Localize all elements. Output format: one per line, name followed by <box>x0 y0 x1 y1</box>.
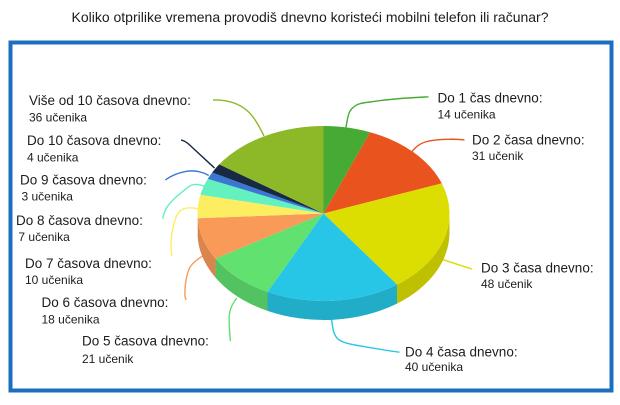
svg-text:Do 1 čas dnevno:: Do 1 čas dnevno: <box>438 91 543 106</box>
svg-text:3 učenika: 3 učenika <box>22 190 74 204</box>
svg-text:21 učenik: 21 učenik <box>82 352 134 366</box>
svg-text:40 učenika: 40 učenika <box>405 360 463 374</box>
svg-text:31 učenik: 31 učenik <box>472 149 524 163</box>
svg-text:48 učenik: 48 učenik <box>481 277 533 291</box>
svg-text:4 učenika: 4 učenika <box>27 151 79 165</box>
svg-text:Do 6 časova dnevno:: Do 6 časova dnevno: <box>42 295 169 310</box>
svg-text:Više od 10 časova dnevno:: Više od 10 časova dnevno: <box>29 93 191 108</box>
svg-text:Do 8 časova dnevno:: Do 8 časova dnevno: <box>16 213 143 228</box>
svg-text:Koliko otprilike vremena provo: Koliko otprilike vremena provodiš dnevno… <box>71 9 548 25</box>
svg-text:Do 7 časova dnevno:: Do 7 časova dnevno: <box>25 256 152 271</box>
svg-text:Do 2 časa dnevno:: Do 2 časa dnevno: <box>472 133 585 148</box>
svg-text:7 učenika: 7 učenika <box>18 230 70 244</box>
svg-text:10 učenika: 10 učenika <box>25 273 83 287</box>
svg-text:36 učenika: 36 učenika <box>29 111 87 125</box>
svg-text:14 učenika: 14 učenika <box>438 107 496 121</box>
svg-text:Do 5 časova dnevno:: Do 5 časova dnevno: <box>82 334 209 349</box>
svg-text:Do 10 časova dnevno:: Do 10 časova dnevno: <box>27 133 161 148</box>
svg-text:18 učenika: 18 učenika <box>42 313 100 327</box>
svg-text:Do 9 časova dnevno:: Do 9 časova dnevno: <box>20 173 147 188</box>
svg-text:Do 4 časa dnevno:: Do 4 časa dnevno: <box>405 344 518 359</box>
svg-text:Do 3 časa dnevno:: Do 3 časa dnevno: <box>481 260 594 275</box>
